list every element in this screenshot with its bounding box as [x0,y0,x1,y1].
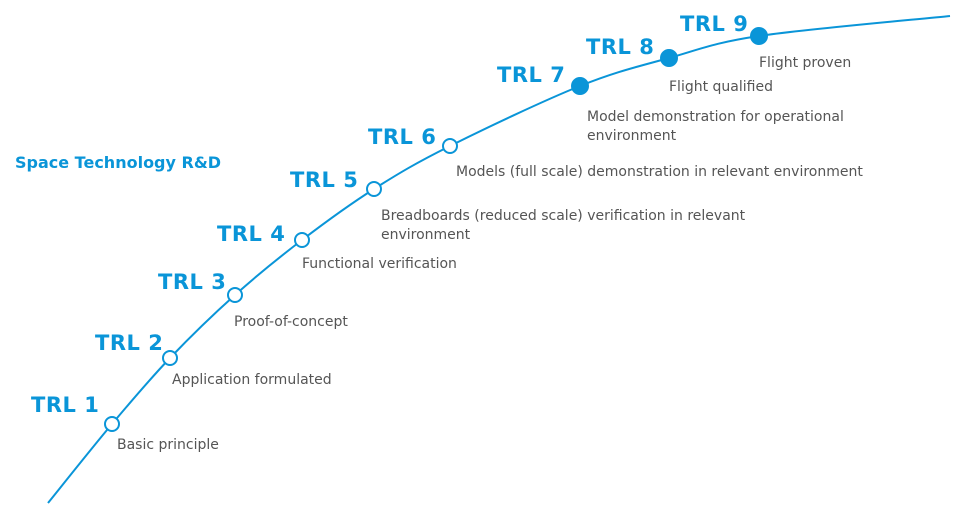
trl-7-marker [571,77,589,95]
trl-7-description: Model demonstration for operational envi… [587,109,844,144]
trl-9-marker [750,27,768,45]
trl-9-description: Flight proven [759,55,852,71]
trl-1-description: Basic principle [117,437,219,453]
trl-4-marker [294,232,310,248]
trl-8-label: TRL 8 [586,35,655,59]
trl-2-marker [162,350,178,366]
trl-8-marker [660,49,678,67]
trl-6-description: Models (full scale) demonstration in rel… [456,164,863,180]
trl-2-label: TRL 2 [95,331,164,355]
trl-curve [47,15,951,504]
trl-3-label: TRL 3 [158,270,227,294]
trl-9-label: TRL 9 [680,12,749,36]
trl-3-marker [227,287,243,303]
trl-6-label: TRL 6 [368,125,437,149]
trl-1-label: TRL 1 [31,393,100,417]
trl-4-label: TRL 4 [217,222,286,246]
trl-5-description: Breadboards (reduced scale) verification… [381,208,746,243]
trl-6-marker [442,138,458,154]
trl-5-marker [366,181,382,197]
trl-3-description: Proof-of-concept [234,314,348,330]
trl-2-description: Application formulated [172,372,332,388]
trl-7-label: TRL 7 [497,63,566,87]
diagram-title: Space Technology R&D [15,153,222,172]
trl-1-marker [104,416,120,432]
trl-8-description: Flight qualified [669,79,773,95]
trl-4-description: Functional verification [302,256,457,272]
trl-5-label: TRL 5 [290,168,359,192]
